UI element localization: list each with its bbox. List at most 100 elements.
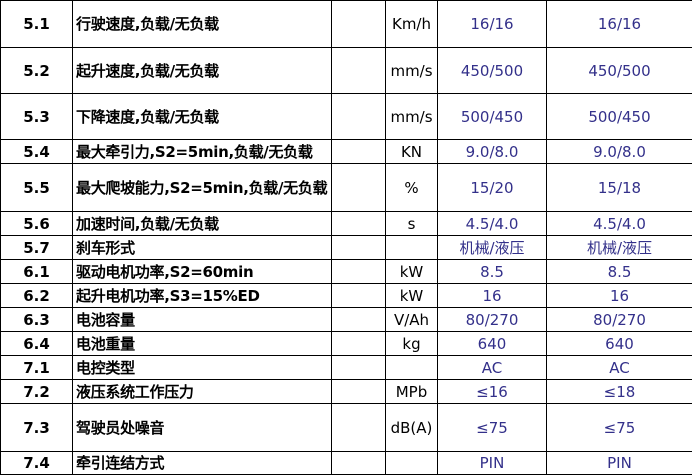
- value-model-1: 15/20: [438, 164, 547, 212]
- blank-cell: [332, 94, 386, 140]
- value-model-2: 4.5/4.0: [547, 212, 692, 236]
- item-number: 5.2: [1, 48, 73, 94]
- item-name: 行驶速度,负载/无负载: [73, 1, 332, 48]
- value-model-2: 15/18: [547, 164, 692, 212]
- item-unit: %: [386, 164, 438, 212]
- item-number: 5.5: [1, 164, 73, 212]
- item-name: 牵引连结方式: [73, 452, 332, 475]
- value-model-2: PIN: [547, 452, 692, 475]
- item-number: 6.2: [1, 284, 73, 308]
- value-model-2: AC: [547, 356, 692, 380]
- item-name: 驱动电机功率,S2=60min: [73, 260, 332, 284]
- item-unit: dB(A): [386, 404, 438, 452]
- item-unit: kW: [386, 260, 438, 284]
- value-model-2: 机械/液压: [547, 236, 692, 260]
- value-model-1: PIN: [438, 452, 547, 475]
- value-model-2: 500/450: [547, 94, 692, 140]
- value-model-1: ≤16: [438, 380, 547, 404]
- item-name: 下降速度,负载/无负载: [73, 94, 332, 140]
- item-number: 7.3: [1, 404, 73, 452]
- item-name: 驾驶员处噪音: [73, 404, 332, 452]
- blank-cell: [332, 356, 386, 380]
- item-unit: [386, 356, 438, 380]
- value-model-1: 16: [438, 284, 547, 308]
- item-name: 起升电机功率,S3=15%ED: [73, 284, 332, 308]
- item-number: 5.1: [1, 1, 73, 48]
- value-model-1: 640: [438, 332, 547, 356]
- item-number: 5.6: [1, 212, 73, 236]
- blank-cell: [332, 404, 386, 452]
- item-unit: KN: [386, 140, 438, 164]
- value-model-2: 9.0/8.0: [547, 140, 692, 164]
- blank-cell: [332, 140, 386, 164]
- blank-cell: [332, 332, 386, 356]
- item-number: 7.4: [1, 452, 73, 475]
- blank-cell: [332, 48, 386, 94]
- item-name: 最大爬坡能力,S2=5min,负载/无负载: [73, 164, 332, 212]
- value-model-1: 9.0/8.0: [438, 140, 547, 164]
- item-number: 6.1: [1, 260, 73, 284]
- value-model-1: 500/450: [438, 94, 547, 140]
- item-number: 5.4: [1, 140, 73, 164]
- item-unit: [386, 452, 438, 475]
- item-unit: mm/s: [386, 94, 438, 140]
- item-name: 最大牵引力,S2=5min,负载/无负载: [73, 140, 332, 164]
- blank-cell: [332, 308, 386, 332]
- value-model-1: 4.5/4.0: [438, 212, 547, 236]
- item-unit: MPb: [386, 380, 438, 404]
- blank-cell: [332, 284, 386, 308]
- value-model-2: 80/270: [547, 308, 692, 332]
- value-model-1: 80/270: [438, 308, 547, 332]
- item-unit: s: [386, 212, 438, 236]
- item-unit: Km/h: [386, 1, 438, 48]
- value-model-1: 450/500: [438, 48, 547, 94]
- value-model-1: AC: [438, 356, 547, 380]
- value-model-1: 机械/液压: [438, 236, 547, 260]
- item-unit: [386, 236, 438, 260]
- item-name: 起升速度,负载/无负载: [73, 48, 332, 94]
- blank-cell: [332, 164, 386, 212]
- blank-cell: [332, 1, 386, 48]
- item-unit: kg: [386, 332, 438, 356]
- item-unit: kW: [386, 284, 438, 308]
- value-model-2: 640: [547, 332, 692, 356]
- blank-cell: [332, 380, 386, 404]
- item-unit: V/Ah: [386, 308, 438, 332]
- blank-cell: [332, 452, 386, 475]
- value-model-2: 8.5: [547, 260, 692, 284]
- item-name: 刹车形式: [73, 236, 332, 260]
- item-number: 7.2: [1, 380, 73, 404]
- blank-cell: [332, 260, 386, 284]
- value-model-2: ≤75: [547, 404, 692, 452]
- item-number: 7.1: [1, 356, 73, 380]
- item-number: 6.4: [1, 332, 73, 356]
- value-model-2: 16/16: [547, 1, 692, 48]
- item-name: 电池容量: [73, 308, 332, 332]
- item-number: 5.3: [1, 94, 73, 140]
- blank-cell: [332, 212, 386, 236]
- item-number: 5.7: [1, 236, 73, 260]
- item-name: 加速时间,负载/无负载: [73, 212, 332, 236]
- value-model-2: 16: [547, 284, 692, 308]
- item-name: 电池重量: [73, 332, 332, 356]
- value-model-1: 16/16: [438, 1, 547, 48]
- item-name: 电控类型: [73, 356, 332, 380]
- value-model-2: 450/500: [547, 48, 692, 94]
- item-unit: mm/s: [386, 48, 438, 94]
- blank-cell: [332, 236, 386, 260]
- item-number: 6.3: [1, 308, 73, 332]
- item-name: 液压系统工作压力: [73, 380, 332, 404]
